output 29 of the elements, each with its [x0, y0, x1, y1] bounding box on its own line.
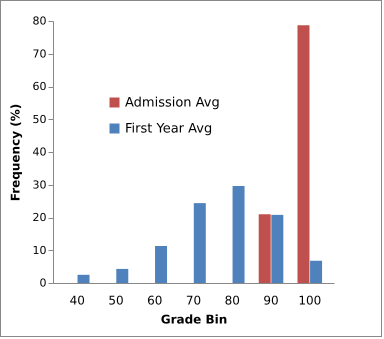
x-tick-label: 70 [186, 294, 202, 308]
bar [310, 260, 322, 283]
bar [78, 274, 90, 283]
y-tick-label: 40 [32, 146, 46, 158]
x-tick-label: 90 [263, 294, 279, 308]
y-tick-label: 10 [32, 244, 46, 257]
bar [194, 203, 206, 283]
y-tick-label: 80 [32, 14, 46, 28]
x-tick-label: 60 [147, 294, 162, 308]
y-tick-label: 70 [32, 47, 46, 60]
x-tick-label: 40 [70, 294, 85, 308]
bar [271, 214, 284, 283]
legend-label: Admission Avg [125, 96, 220, 110]
x-tick-label: 100 [298, 294, 322, 308]
legend-label: First Year Avg [125, 122, 212, 136]
y-axis-title: Frequency (%) [8, 104, 23, 202]
x-tick-label: 80 [224, 294, 240, 308]
x-tick-label: 50 [108, 294, 124, 308]
x-axis-title: Grade Bin [160, 312, 228, 326]
bar [258, 214, 271, 283]
bar [232, 186, 245, 283]
y-tick-label: 30 [32, 178, 46, 192]
bar [155, 246, 168, 283]
bar [297, 25, 310, 283]
y-tick-label: 60 [32, 80, 46, 93]
y-tick-label: 50 [32, 112, 46, 126]
bar [116, 268, 128, 283]
y-tick-label: 0 [40, 276, 46, 290]
y-tick-label: 20 [32, 211, 46, 224]
